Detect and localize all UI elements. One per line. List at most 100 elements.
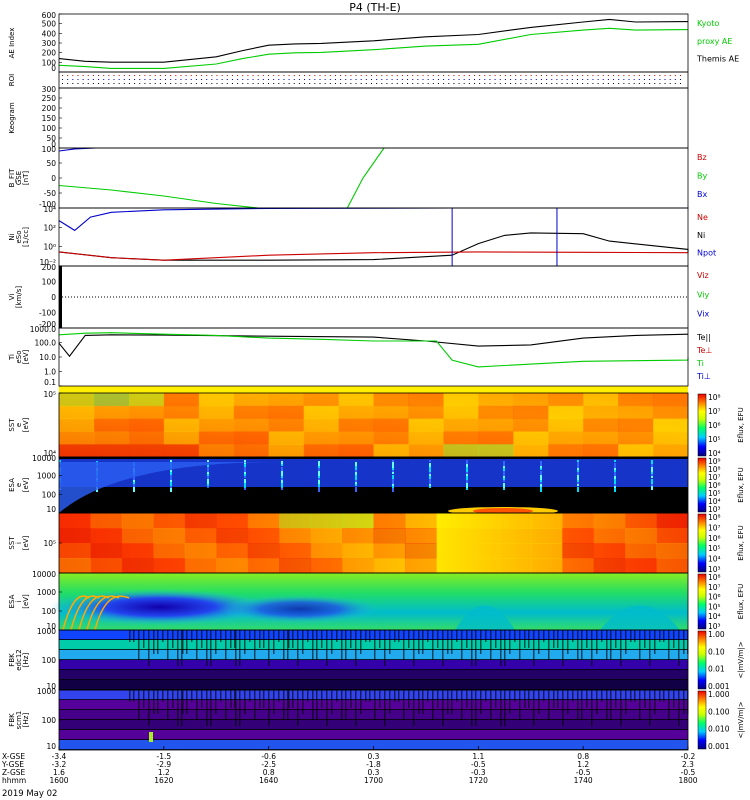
colorbar-tick: 0.01 (708, 665, 725, 674)
fbk_edc-gap (148, 630, 150, 666)
sst-e-cell (653, 431, 689, 445)
roi-dot (458, 83, 460, 84)
roi-dot (520, 79, 522, 80)
fbk_edc-gap (326, 630, 328, 666)
sst-i-cell (593, 513, 626, 529)
xtick-x: -0.6 (261, 752, 276, 761)
roi-dot (201, 79, 203, 80)
xtick-z: -0.5 (681, 768, 696, 777)
ylabel-line: i (15, 542, 23, 544)
esa-e-speck (281, 483, 283, 488)
esa-e-speck (170, 460, 172, 462)
fbk_scm-gap (533, 690, 535, 726)
fbk_edc-gap (504, 630, 506, 666)
sst-i-cell (373, 528, 406, 544)
roi-dot (468, 83, 470, 84)
ytick-ae: 600 (42, 11, 57, 20)
roi-dot (463, 79, 465, 80)
fbk_edc-gap (302, 630, 304, 654)
esa-e-speck (540, 475, 542, 480)
ytick-esa_i: 10000 (32, 570, 56, 579)
xtick-x: 0.8 (577, 752, 589, 761)
fbk_edc-gap (514, 630, 516, 642)
roi-dot (468, 79, 470, 80)
roi-dot (643, 83, 645, 84)
roi-dot (582, 79, 584, 80)
ylabel-line: AE Index (8, 28, 16, 59)
esa-e-speck (577, 475, 579, 480)
roi-dot (371, 79, 372, 80)
roi-dot (304, 79, 306, 80)
axis-row-label: X-GSE (2, 752, 25, 761)
roi-dot (587, 83, 589, 84)
esa-e-speck (577, 484, 579, 486)
fbk_edc-row (59, 630, 688, 640)
xtick-hhmm: 1700 (364, 776, 383, 785)
esa-e-speck (466, 467, 468, 472)
sst-i-cell (404, 528, 437, 544)
sst-i-cell (499, 528, 532, 544)
fbk_edc-gap (567, 630, 569, 654)
fbk_scm-gap (581, 690, 583, 720)
fbk_edc-gap (413, 630, 415, 666)
colorbar-tick: 0.001 (708, 742, 730, 751)
sst-e-cell (408, 444, 444, 458)
roi-dot (463, 75, 465, 76)
roi-dot (149, 79, 151, 80)
roi-dot (427, 83, 429, 84)
roi-dot (401, 75, 403, 76)
roi-dot (427, 75, 429, 76)
fbk_scm-gap (210, 690, 212, 726)
ytick-keogram: 200 (42, 104, 57, 113)
roi-dot (87, 83, 89, 84)
legend-bfit: Bz (697, 153, 707, 162)
roi-dot (324, 75, 326, 76)
roi-dot (623, 83, 625, 84)
fbk_edc-gap (288, 630, 290, 648)
fbk_edc-gap (630, 630, 632, 642)
fbk_scm-gap (394, 690, 396, 702)
fbk_scm-gap (191, 690, 193, 702)
roi-dot (283, 83, 285, 84)
roi-dot (396, 75, 398, 76)
ylabel-line: [eV] (22, 349, 30, 364)
sst-e-cell (198, 393, 235, 407)
fbk_scm-gap (514, 690, 516, 702)
esa-e-speck (207, 476, 209, 478)
sst-i-cell (216, 543, 249, 559)
legend-bfit: By (697, 172, 707, 181)
roi-dot (664, 75, 666, 76)
fbk_edc-gap (495, 630, 497, 648)
sst-i-cell (90, 528, 123, 544)
fbk_edc-gap (220, 630, 222, 642)
fbk_scm-gap (292, 690, 294, 708)
sst-i-cell (184, 558, 217, 574)
sst-i-cell (562, 513, 595, 529)
fbk_scm-gap (673, 690, 675, 708)
sst-e-cell (59, 418, 95, 432)
ylabel-fbk_scm: FBKscm1[Hz] (8, 711, 30, 730)
roi-dot (314, 79, 316, 80)
ytick-keogram: 150 (42, 114, 57, 123)
roi-dot (484, 83, 486, 84)
fbk_edc-gap (239, 630, 241, 666)
roi-dot (638, 83, 640, 84)
roi-dot (165, 75, 166, 76)
roi-dot (360, 83, 362, 84)
roi-dot (479, 79, 481, 80)
ytick-sst_i: 10⁵ (43, 539, 56, 548)
roi-dot (247, 83, 249, 84)
esa-e-speck (651, 461, 653, 464)
roi-dot (504, 75, 506, 76)
fbk_scm-gap (172, 690, 174, 708)
sst-e-cell (653, 444, 689, 458)
fbk_edc-gap (639, 630, 641, 660)
xtick-hhmm: 1600 (49, 776, 68, 785)
esa-e-speck (281, 468, 283, 470)
esa-e-speck (429, 479, 431, 484)
series-ni-npot (58, 207, 689, 232)
esa-e-speck (540, 484, 542, 486)
esa-e-speck (651, 476, 653, 478)
roi-dot (566, 75, 568, 76)
sst-e-cell (303, 444, 340, 458)
